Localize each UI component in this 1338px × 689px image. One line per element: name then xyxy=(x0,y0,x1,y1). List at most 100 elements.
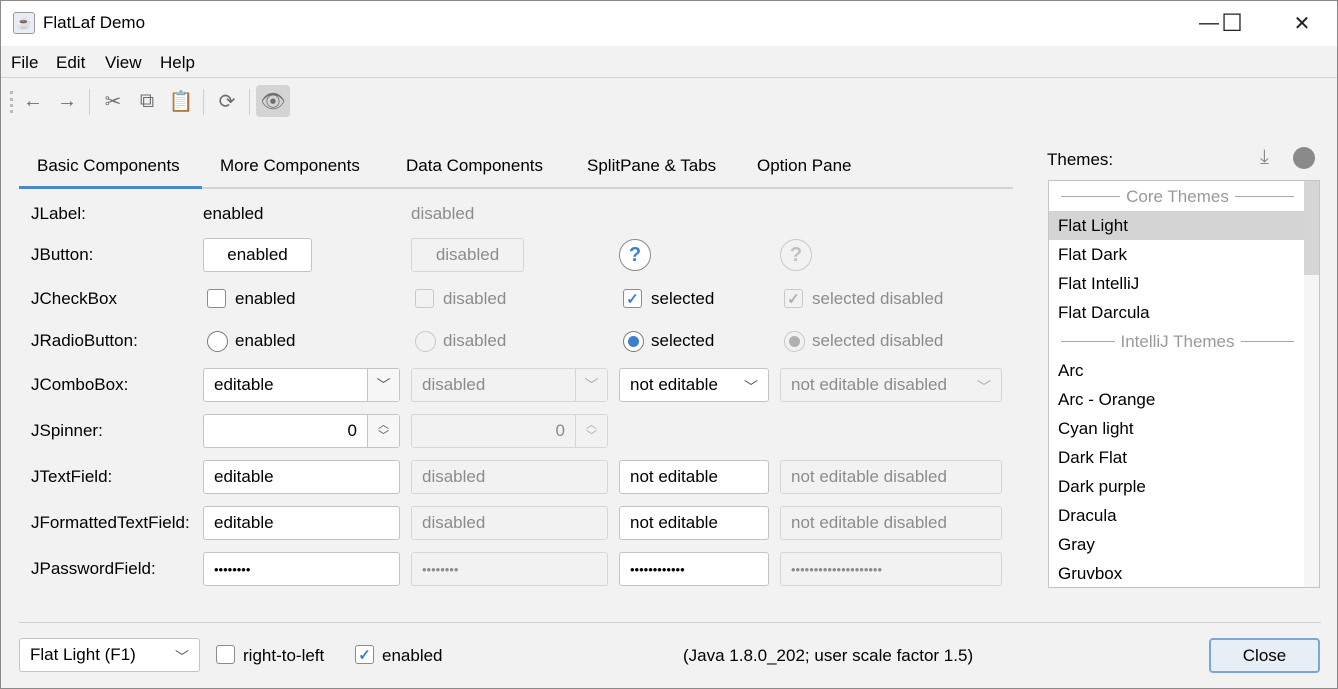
theme-item[interactable]: Dark purple xyxy=(1058,477,1146,496)
themes-label: Themes: xyxy=(1047,150,1114,169)
formatted-value: not editable xyxy=(630,513,718,532)
menu-edit[interactable]: Edit xyxy=(56,53,86,72)
textfield-value: disabled xyxy=(422,467,486,486)
chevron-down-icon: ﹀ xyxy=(744,379,758,395)
row-label-checkbox: JCheckBox xyxy=(31,289,117,308)
theme-group-header: IntelliJ Themes xyxy=(1055,327,1300,356)
cut-icon: ✂ xyxy=(104,90,122,113)
java-app-icon: ☕ xyxy=(13,12,35,34)
maximize-button[interactable]: ☐ xyxy=(1221,10,1243,37)
arrow-right-icon: → xyxy=(57,89,77,112)
checkbox-enabled[interactable] xyxy=(207,289,226,308)
password-value: •••••••• xyxy=(214,561,251,577)
combo-value: not editable xyxy=(630,375,718,394)
combo-value: disabled xyxy=(422,375,486,394)
radio-dot xyxy=(628,336,639,347)
row-label-formatted: JFormattedTextField: xyxy=(31,513,190,532)
formatted-not-editable[interactable]: not editable xyxy=(619,506,769,540)
theme-item[interactable]: Dark Flat xyxy=(1058,448,1127,467)
help-button-disabled: ? xyxy=(780,239,812,271)
cut-button[interactable]: ✂ xyxy=(96,85,130,117)
radio-label: disabled xyxy=(443,331,507,350)
row-label-radio: JRadioButton: xyxy=(31,331,138,350)
chevron-down-icon: ﹀ xyxy=(575,369,607,401)
row-label-combo: JComboBox: xyxy=(31,375,129,394)
formatted-value: not editable disabled xyxy=(791,513,947,532)
label-disabled: disabled xyxy=(411,204,475,223)
radio-selectedenabled[interactable] xyxy=(623,331,644,352)
textfield-not-editable[interactable]: not editable xyxy=(619,460,769,494)
combo-not-editable-disabled: not editable disabled ﹀ xyxy=(780,368,1002,402)
eye-button[interactable]: 👁 xyxy=(256,85,290,117)
themes-scrollbar[interactable] xyxy=(1304,181,1319,587)
paste-button[interactable]: 📋 xyxy=(164,85,198,117)
button-enabled[interactable]: enabled xyxy=(203,238,312,272)
help-button[interactable]: ? xyxy=(619,239,651,271)
spinner-enabled[interactable]: 0 ︿ ﹀ xyxy=(203,414,400,448)
menu-help[interactable]: Help xyxy=(160,53,195,72)
checkbox-label: selected xyxy=(651,289,715,308)
toolbar-separator xyxy=(249,89,250,115)
refresh-icon: ⟳ xyxy=(218,90,236,113)
tab-basic-components[interactable]: Basic Components xyxy=(37,156,180,175)
minimize-button[interactable]: — xyxy=(1199,12,1219,34)
chevron-down-icon[interactable]: ﹀ xyxy=(367,369,399,401)
radio-enabled[interactable] xyxy=(207,331,228,352)
theme-item[interactable]: Flat IntelliJ xyxy=(1058,274,1140,293)
header-label: Core Themes xyxy=(1126,186,1229,206)
java-info-text: (Java 1.8.0_202; user scale factor 1.5) xyxy=(683,646,974,665)
theme-item[interactable]: Arc - Orange xyxy=(1058,390,1156,409)
password-not-editable-disabled: •••••••••••••••••••• xyxy=(780,552,1002,586)
spinner-arrows-icon[interactable]: ︿ ﹀ xyxy=(367,415,399,447)
close-button[interactable]: Close xyxy=(1209,638,1320,673)
tab-splitpane-tabs[interactable]: SplitPane & Tabs xyxy=(587,156,717,175)
theme-item[interactable]: Gruvbox xyxy=(1058,564,1123,583)
theme-combo-value: Flat Light (F1) xyxy=(30,645,136,664)
arrow-right-button[interactable]: → xyxy=(50,85,84,117)
checkbox-selectedenabled[interactable]: ✓ xyxy=(623,289,642,308)
theme-item[interactable]: Flat Light xyxy=(1049,211,1304,240)
formatted-editable[interactable]: editable xyxy=(203,506,400,540)
radio-dot xyxy=(789,336,800,347)
enabled-checkbox[interactable]: ✓ xyxy=(355,645,374,664)
themes-list[interactable]: Core Themes Flat Light Flat Dark Flat Intel… xyxy=(1048,180,1320,588)
password-not-editable[interactable]: •••••••••••• xyxy=(619,552,769,586)
theme-item[interactable]: Cyan light xyxy=(1058,419,1134,438)
theme-item[interactable]: Arc xyxy=(1058,361,1084,380)
tab-more-components[interactable]: More Components xyxy=(220,156,360,175)
theme-combo[interactable]: Flat Light (F1) ﹀ xyxy=(19,638,200,672)
close-window-button[interactable]: ✕ xyxy=(1293,13,1311,35)
theme-item[interactable]: Gray xyxy=(1058,535,1095,554)
copy-button[interactable]: ⧉ xyxy=(130,85,164,117)
menu-view[interactable]: View xyxy=(105,53,142,72)
refresh-button[interactable]: ⟳ xyxy=(210,85,244,117)
menu-file[interactable]: File xyxy=(11,53,39,72)
divider xyxy=(1061,196,1121,197)
theme-item[interactable]: Flat Dark xyxy=(1058,245,1127,264)
divider xyxy=(1234,196,1294,197)
tab-option-pane[interactable]: Option Pane xyxy=(757,156,852,175)
arrow-left-icon: ← xyxy=(23,89,43,112)
textfield-disabled: disabled xyxy=(411,460,608,494)
formatted-value: editable xyxy=(214,513,274,532)
arrow-left-button[interactable]: ← xyxy=(16,85,50,117)
scrollbar-thumb[interactable] xyxy=(1304,181,1319,275)
theme-item[interactable]: Flat Darcula xyxy=(1058,303,1150,322)
toolbar-grip[interactable] xyxy=(10,91,13,113)
combo-not-editable[interactable]: not editable ﹀ xyxy=(619,368,769,402)
password-editable[interactable]: •••••••• xyxy=(203,552,400,586)
password-disabled: •••••••• xyxy=(411,552,608,586)
menu-bar: File Edit View Help xyxy=(1,46,1337,78)
textfield-editable[interactable]: editable xyxy=(203,460,400,494)
button-disabled: disabled xyxy=(411,238,524,272)
radio-disabled xyxy=(415,331,436,352)
github-icon[interactable] xyxy=(1293,147,1315,169)
combo-editable[interactable]: editable ﹀ xyxy=(203,368,400,402)
spinner-disabled: 0 ︿ ﹀ xyxy=(411,414,608,448)
theme-item[interactable]: Dracula xyxy=(1058,506,1117,525)
tab-data-components[interactable]: Data Components xyxy=(406,156,544,175)
rtl-checkbox[interactable] xyxy=(216,645,235,664)
toolbar-separator xyxy=(89,89,90,115)
button-label: disabled xyxy=(435,245,500,264)
download-icon[interactable]: ⤓ xyxy=(1260,146,1269,168)
